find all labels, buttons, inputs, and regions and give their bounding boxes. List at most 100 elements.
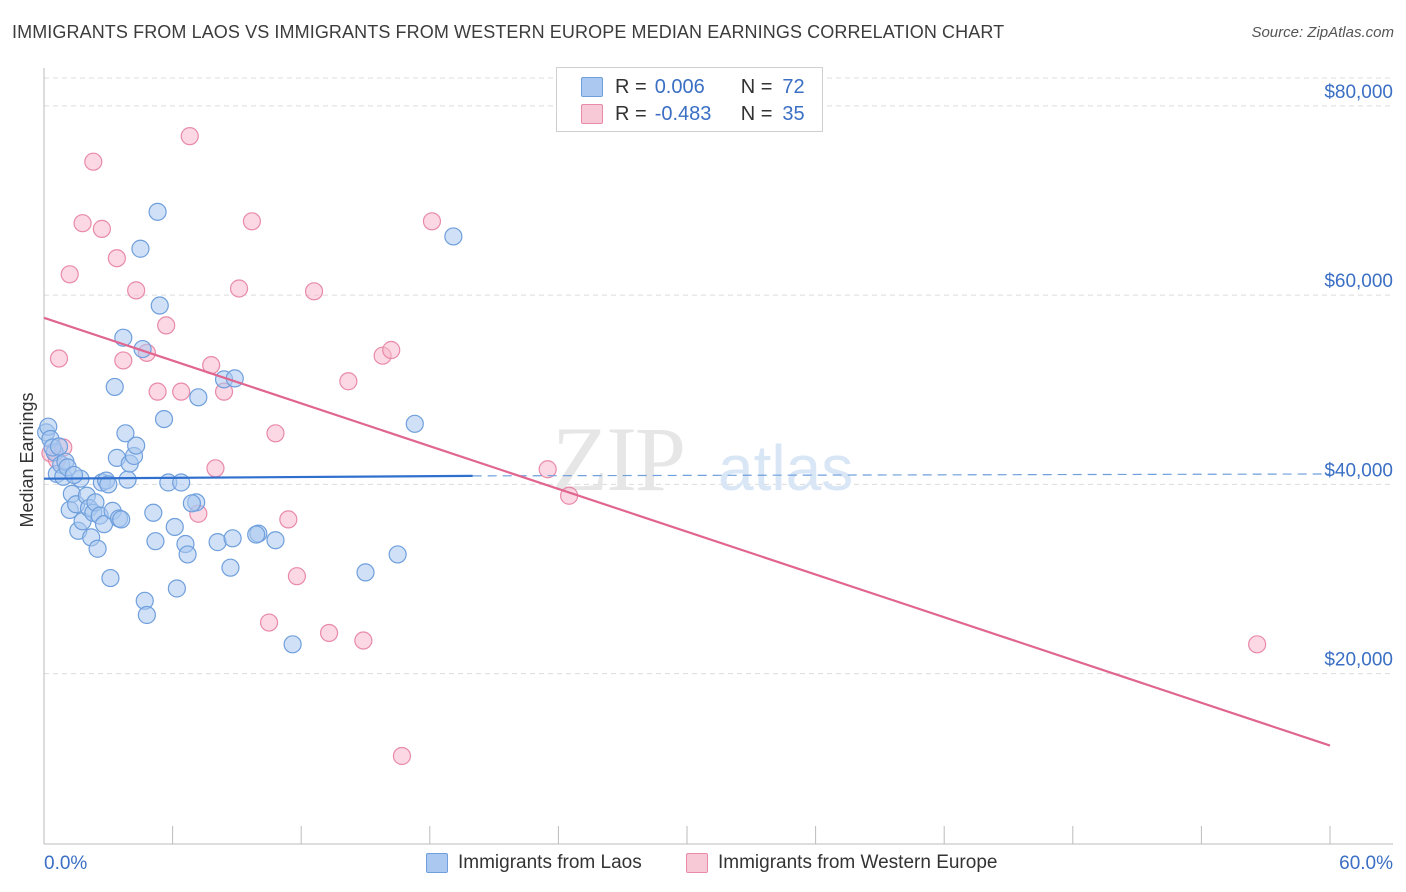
data-point-laos	[388, 545, 407, 564]
data-point-laos	[208, 533, 227, 552]
data-point-western-europe	[279, 510, 298, 529]
data-point-western-europe	[114, 351, 133, 370]
data-point-western-europe	[1248, 635, 1267, 654]
y-tick-label: $80,000	[1324, 82, 1393, 103]
legend-n-label: N =	[740, 75, 773, 98]
data-point-western-europe	[259, 613, 279, 632]
watermark-atlas: atlas	[718, 432, 853, 504]
series-legend-western-europe[interactable]: Immigrants from Western Europe	[686, 852, 997, 874]
data-point-laos	[137, 605, 156, 625]
data-point-laos	[172, 473, 191, 492]
data-point-laos	[118, 470, 137, 489]
data-point-laos	[127, 436, 146, 455]
data-point-laos	[64, 465, 84, 485]
trend-line-laos-extension	[472, 473, 1331, 477]
data-point-laos	[154, 409, 174, 429]
data-point-laos	[405, 414, 424, 433]
data-point-laos	[88, 539, 107, 558]
legend-r-label: R =	[615, 75, 647, 98]
legend-swatch-laos	[581, 77, 603, 97]
data-point-laos	[49, 437, 69, 456]
x-tick-label-max: 60.0%	[1339, 853, 1393, 874]
watermark: ZIP atlas	[552, 408, 853, 510]
data-point-western-europe	[60, 265, 79, 284]
points-layer	[37, 127, 1267, 766]
data-point-laos	[247, 525, 266, 544]
data-point-western-europe	[319, 623, 339, 643]
correlation-legend: R = 0.006 N = 72 R = -0.483 N = 35	[556, 67, 823, 132]
legend-r-value: -0.483	[654, 102, 712, 125]
data-point-laos	[131, 239, 150, 258]
legend-n-label: N =	[740, 102, 773, 125]
data-point-western-europe	[304, 282, 324, 301]
legend-r-label: R =	[615, 102, 647, 125]
legend-row-western-europe: R = -0.483 N = 35	[581, 101, 805, 127]
data-point-laos	[223, 529, 242, 548]
trend-line-western-europe	[43, 316, 1331, 747]
data-point-laos	[146, 532, 165, 551]
data-point-laos	[105, 377, 124, 397]
data-point-western-europe	[382, 340, 401, 360]
y-axis-label: Median Earnings	[17, 392, 37, 527]
data-point-laos	[266, 531, 285, 550]
data-point-laos	[116, 424, 135, 443]
data-point-western-europe	[84, 152, 103, 171]
data-point-western-europe	[73, 214, 92, 233]
series-legend: Immigrants from Laos Immigrants from Wes…	[0, 852, 1406, 876]
y-tick-label: $60,000	[1324, 271, 1393, 292]
data-point-western-europe	[127, 281, 146, 300]
data-point-laos	[221, 558, 240, 577]
data-point-laos	[167, 579, 186, 598]
series-legend-laos[interactable]: Immigrants from Laos	[426, 852, 642, 874]
series-label-laos: Immigrants from Laos	[458, 852, 642, 873]
trend-layer	[43, 316, 1331, 747]
chart-title: IMMIGRANTS FROM LAOS VS IMMIGRANTS FROM …	[12, 22, 1005, 42]
data-point-laos	[444, 227, 463, 246]
data-point-laos	[101, 568, 120, 588]
data-point-laos	[150, 296, 169, 315]
series-swatch-laos	[426, 853, 448, 873]
legend-row-laos: R = 0.006 N = 72	[581, 74, 805, 100]
y-tick-label: $20,000	[1324, 650, 1393, 671]
chart-source: Source: ZipAtlas.com	[1251, 24, 1394, 41]
data-point-laos	[112, 510, 131, 529]
data-point-western-europe	[107, 249, 126, 268]
data-point-laos	[283, 635, 302, 654]
y-tick-label: $40,000	[1324, 460, 1393, 481]
data-point-western-europe	[392, 746, 412, 766]
data-point-laos	[182, 494, 201, 513]
data-point-western-europe	[354, 631, 373, 650]
data-point-western-europe	[339, 372, 358, 391]
legend-n-value: 35	[782, 102, 805, 125]
legend-n-value: 72	[782, 75, 805, 98]
data-point-western-europe	[206, 459, 225, 478]
label-layer: $20,000 $40,000 $60,000 $80,000 0.0% 60.0% Med…	[17, 82, 1393, 874]
data-point-western-europe	[49, 349, 69, 368]
legend-swatch-western-europe	[581, 104, 603, 124]
series-swatch-western-europe	[686, 853, 708, 873]
trend-line-laos	[43, 474, 473, 480]
data-point-laos	[178, 545, 197, 564]
data-point-laos	[144, 503, 163, 522]
data-point-western-europe	[172, 382, 191, 401]
series-label-western-europe: Immigrants from Western Europe	[718, 852, 998, 873]
data-point-laos	[356, 563, 375, 582]
data-point-laos	[148, 202, 167, 221]
data-point-western-europe	[157, 316, 176, 335]
data-point-laos	[189, 388, 208, 407]
legend-r-value: 0.006	[654, 75, 705, 98]
data-point-western-europe	[538, 460, 557, 479]
data-point-western-europe	[242, 212, 262, 231]
data-point-laos	[99, 475, 118, 494]
data-point-western-europe	[92, 219, 111, 238]
data-point-western-europe	[422, 212, 442, 231]
data-point-western-europe	[180, 127, 199, 146]
data-point-laos	[133, 339, 152, 359]
data-point-western-europe	[287, 567, 307, 586]
data-point-laos	[165, 517, 184, 537]
grid-layer	[44, 77, 1392, 675]
data-point-western-europe	[266, 424, 285, 443]
data-point-western-europe	[229, 279, 249, 298]
x-tick-label-min: 0.0%	[44, 853, 87, 874]
